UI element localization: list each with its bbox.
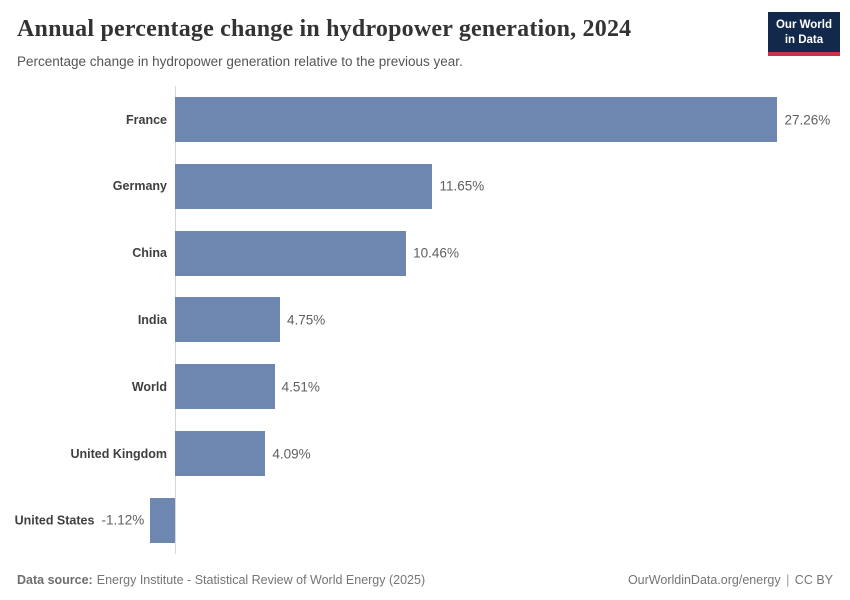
value-label: 4.51% xyxy=(281,379,320,395)
chart-subtitle: Percentage change in hydropower generati… xyxy=(17,53,463,69)
footer-separator: | xyxy=(786,573,790,587)
chart-header: Annual percentage change in hydropower g… xyxy=(0,0,850,70)
bar-germany[interactable] xyxy=(175,163,433,209)
category-label: World xyxy=(131,379,167,394)
bar-row: France 27.26% xyxy=(17,86,833,153)
bar-india[interactable] xyxy=(175,297,280,343)
data-source: Data source: Energy Institute - Statistic… xyxy=(17,573,425,587)
bar-china[interactable] xyxy=(175,230,407,276)
value-label: 4.75% xyxy=(286,312,326,328)
data-source-value: Energy Institute - Statistical Review of… xyxy=(96,573,426,587)
value-label: -1.12% xyxy=(101,512,145,528)
bar-united-kingdom[interactable] xyxy=(175,431,266,477)
value-label: 11.65% xyxy=(439,178,485,194)
bar-world[interactable] xyxy=(175,364,275,410)
owid-logo-line1: Our World xyxy=(775,19,832,31)
bar-chart-plot-area: France 27.26% Germany 11.65% China 10.46% Indi… xyxy=(15,86,833,555)
value-label: 27.26% xyxy=(784,112,831,128)
category-label: Germany xyxy=(112,179,167,194)
negative-label-group: United States -1.12% xyxy=(15,513,145,528)
license-link[interactable]: CC BY xyxy=(794,573,833,587)
category-label: China xyxy=(132,246,167,261)
bar-row: World 4.51% xyxy=(17,353,833,420)
bar-united-states[interactable] xyxy=(150,497,175,543)
value-label: 4.09% xyxy=(272,446,311,462)
owid-url-link[interactable]: OurWorldinData.org/energy xyxy=(627,573,781,587)
owid-logo-line2: in Data xyxy=(784,33,824,46)
owid-logo[interactable]: Our World in Data xyxy=(767,12,840,56)
chart-footer: Data source: Energy Institute - Statistic… xyxy=(17,573,833,587)
category-label: United Kingdom xyxy=(70,446,167,461)
bar-row: India 4.75% xyxy=(17,287,833,354)
value-label: 10.46% xyxy=(413,245,459,261)
bar-row: United Kingdom 4.09% xyxy=(17,420,833,487)
category-label: United States xyxy=(14,513,95,528)
category-label: India xyxy=(137,312,167,327)
bar-row: Germany 11.65% xyxy=(17,153,833,220)
bar-row: China 10.46% xyxy=(17,220,833,287)
data-source-label: Data source: xyxy=(17,573,93,587)
chart-title: Annual percentage change in hydropower g… xyxy=(17,16,632,42)
footer-credit: OurWorldinData.org/energy | CC BY xyxy=(628,573,833,587)
category-label: France xyxy=(126,112,167,127)
bar-france[interactable] xyxy=(175,97,778,143)
bar-row: United States -1.12% xyxy=(15,487,833,554)
